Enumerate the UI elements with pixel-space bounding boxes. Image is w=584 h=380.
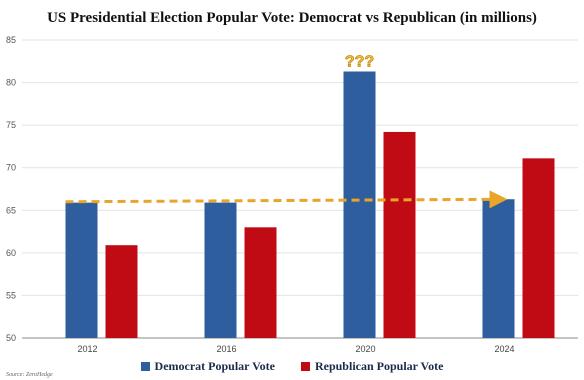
y-axis: 50 55 60 65 70 75 80 85 [6, 35, 16, 343]
bar-democrat-2016 [204, 202, 237, 338]
y-tick-label: 75 [6, 120, 16, 130]
y-tick-label: 50 [6, 333, 16, 343]
legend-swatch-democrat [140, 362, 150, 371]
y-tick-label: 85 [6, 35, 16, 45]
y-tick-label: 60 [6, 248, 16, 258]
legend-item-democrat: Democrat Popular Vote [140, 359, 275, 374]
bar-democrat-2012 [65, 202, 98, 338]
x-tick-label: 2020 [355, 344, 375, 354]
y-tick-label: 70 [6, 163, 16, 173]
x-tick-label: 2024 [494, 344, 514, 354]
legend-swatch-republican [300, 362, 310, 371]
bar-republican-2020 [383, 131, 416, 338]
bar-republican-2024 [522, 158, 555, 338]
x-tick-label: 2016 [216, 344, 236, 354]
bar-democrat-2020 [343, 71, 376, 338]
y-tick-label: 55 [6, 290, 16, 300]
chart-title: US Presidential Election Popular Vote: D… [47, 10, 537, 26]
legend-item-republican: Republican Popular Vote [300, 359, 444, 374]
legend: Democrat Popular Vote Republican Popular… [0, 359, 584, 374]
x-axis: 2012 2016 2020 2024 [77, 344, 514, 354]
source-note: Source: ZeroHedge [6, 372, 53, 378]
bars [65, 71, 555, 338]
bar-republican-2012 [105, 245, 138, 338]
y-tick-label: 65 [6, 205, 16, 215]
legend-label-republican: Republican Popular Vote [314, 359, 444, 373]
trend-arrow [65, 190, 508, 209]
annotation-question-marks: ??? [345, 54, 374, 71]
legend-label-democrat: Democrat Popular Vote [154, 359, 275, 373]
x-tick-label: 2012 [77, 344, 97, 354]
bar-republican-2016 [244, 227, 277, 338]
y-tick-label: 80 [6, 78, 16, 88]
bar-democrat-2024 [482, 199, 515, 338]
